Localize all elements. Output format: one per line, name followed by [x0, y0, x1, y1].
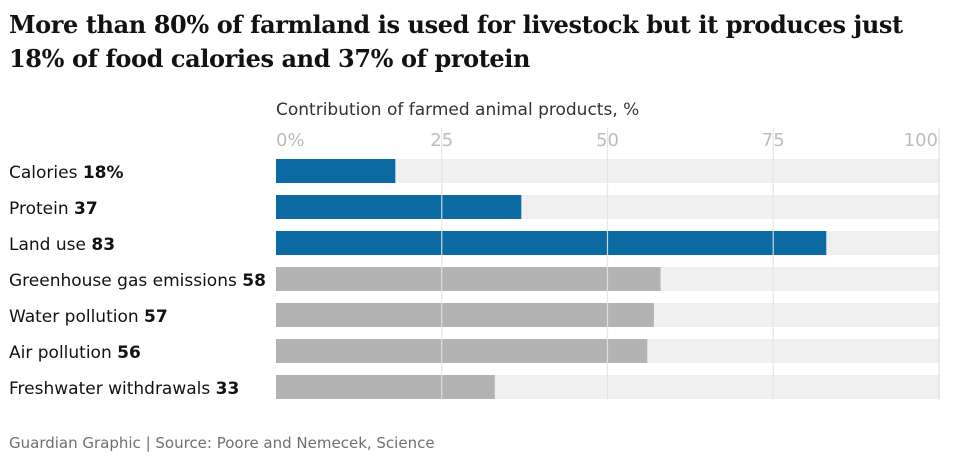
- bar: [276, 195, 522, 219]
- bar: [276, 159, 396, 183]
- category-name: Freshwater withdrawals: [9, 379, 216, 399]
- category-label: Air pollution 56: [9, 343, 141, 363]
- category-name: Land use: [9, 235, 91, 255]
- value-label: 57: [144, 307, 168, 327]
- bar: [276, 231, 827, 255]
- value-label: 56: [117, 343, 141, 363]
- source-note: Guardian Graphic | Source: Poore and Nem…: [9, 434, 435, 452]
- category-label: Calories 18%: [9, 163, 124, 183]
- x-tick-label: 100: [904, 130, 938, 151]
- category-label: Protein 37: [9, 199, 98, 219]
- category-label: Freshwater withdrawals 33: [9, 379, 239, 399]
- category-name: Protein: [9, 199, 74, 219]
- value-label: 58: [242, 271, 266, 291]
- category-label: Land use 83: [9, 235, 115, 255]
- x-tick-label: 0%: [276, 130, 305, 151]
- category-label: Water pollution 57: [9, 307, 168, 327]
- category-name: Water pollution: [9, 307, 144, 327]
- category-label: Greenhouse gas emissions 58: [9, 271, 266, 291]
- category-name: Calories: [9, 163, 83, 183]
- bar: [276, 303, 654, 327]
- bar: [276, 339, 648, 363]
- bar: [276, 267, 661, 291]
- value-label: 33: [216, 379, 240, 399]
- chart-title: More than 80% of farmland is used for li…: [9, 10, 903, 73]
- category-name: Air pollution: [9, 343, 117, 363]
- value-label: 37: [74, 199, 98, 219]
- chart-subtitle: Contribution of farmed animal products, …: [276, 100, 639, 120]
- category-name: Greenhouse gas emissions: [9, 271, 242, 291]
- value-label: 18%: [83, 163, 124, 183]
- value-label: 83: [91, 235, 115, 255]
- bar: [276, 375, 495, 399]
